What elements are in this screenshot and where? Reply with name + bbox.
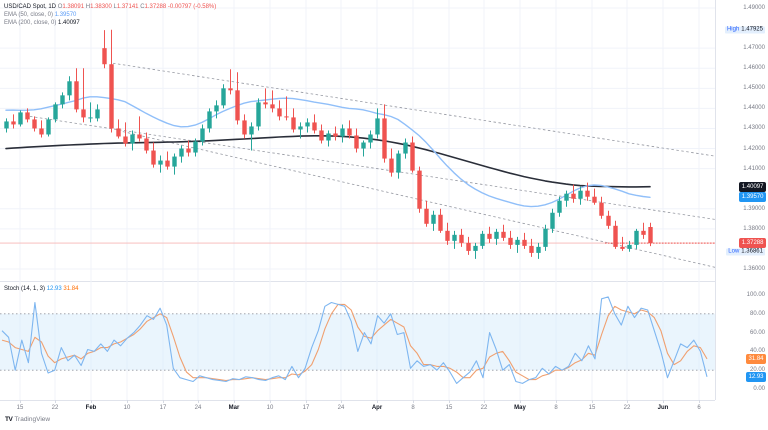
stoch-tick-label: 40.00 [749,348,765,355]
time-tick-mark [592,400,593,403]
time-tick-mark [91,400,92,403]
time-tick-mark [663,400,664,403]
price-tick-label: 1.47000 [743,45,765,52]
time-tick-label: 10 [266,405,274,411]
price-tick-label: 1.38000 [743,225,765,232]
session-high-label: High 1.47925 [724,26,765,34]
price-chart-svg [0,0,715,281]
price-tick-label: 1.42000 [743,145,765,152]
time-tick-mark [556,400,557,403]
time-tick-label: May [514,405,526,411]
time-axis[interactable]: 15 22 Feb 10 17 24 Mar 10 17 24 Apr 8 15 22 May 8 15 22 Ju… [0,400,768,430]
price-axis[interactable]: 1.49000 1.47000 1.46000 1.45000 1.44000 1.430… [715,0,768,281]
price-tick-label: 1.44000 [743,105,765,112]
ema200-price-badge: 1.40097 [739,181,766,192]
time-tick-mark [234,400,235,403]
high-tag-value: 1.47925 [741,26,763,33]
time-tick-label: 8 [411,405,415,411]
session-low-label: Low 1.36861 [726,248,765,256]
time-tick-label: Jun [657,405,669,411]
stoch-axis-divider [715,281,716,400]
time-tick-mark [270,400,271,403]
time-tick-label: 22 [480,405,488,411]
stochastic-plot-area[interactable] [0,281,715,400]
stoch-k-badge: 12.93 [745,371,766,382]
time-tick-mark [699,400,700,403]
time-tick-label: Mar [228,405,240,411]
time-tick-mark [341,400,342,403]
time-tick-label: 22 [51,405,59,411]
time-tick-mark [520,400,521,403]
time-tick-label: Apr [371,405,383,411]
time-tick-mark [163,400,164,403]
tradingview-watermark: TV TradingView [5,416,50,423]
time-axis-line [0,400,715,401]
price-axis-divider [715,0,716,281]
price-tick-label: 1.41000 [743,165,765,172]
price-tick-label: 1.46000 [743,65,765,72]
price-pane[interactable]: 1.49000 1.47000 1.46000 1.45000 1.44000 1.430… [0,0,768,281]
price-tick-label: 1.39000 [743,205,765,212]
time-tick-mark [377,400,378,403]
stoch-tick-label: 0.00 [753,386,765,392]
price-tick-label: 1.36000 [743,265,765,272]
stochastic-pane[interactable]: 100.00 80.00 60.00 40.00 20.00 0.00 31.84 12.93 [0,281,768,400]
time-tick-mark [55,400,56,403]
time-tick-mark [306,400,307,403]
high-tag: High [726,26,740,33]
stoch-tick-label: 100.00 [746,292,765,298]
low-tag: Low [728,248,740,255]
time-tick-label: 10 [123,405,131,411]
time-tick-label: 15 [588,405,596,411]
time-tick-label: 17 [159,405,167,411]
price-tick-label: 1.49000 [743,5,765,12]
stoch-tick-label: 60.00 [749,329,765,336]
time-tick-label: 15 [16,405,24,411]
time-tick-label: Feb [85,405,97,411]
tradingview-name: TradingView [14,416,51,423]
last-price-badge: 1.37288 [739,238,766,249]
price-tick-label: 1.43000 [743,125,765,132]
price-tick-label: 1.45000 [743,85,765,92]
time-tick-label: 24 [194,405,202,411]
price-plot-area[interactable] [0,0,715,281]
low-tag-value: 1.36861 [741,248,763,255]
time-tick-label: 6 [697,405,701,411]
stochastic-chart-svg [0,281,715,400]
stoch-tick-label: 20.00 [749,367,765,374]
stoch-d-badge: 31.84 [745,354,766,365]
time-tick-label: 8 [554,405,558,411]
tradingview-logo-icon: TV [5,416,13,423]
stochastic-axis[interactable]: 100.00 80.00 60.00 40.00 20.00 0.00 31.84 12.93 [715,281,768,400]
time-tick-label: 15 [445,405,453,411]
time-tick-mark [198,400,199,403]
time-tick-mark [627,400,628,403]
time-tick-mark [20,400,21,403]
time-tick-mark [413,400,414,403]
time-tick-label: 24 [337,405,345,411]
pane-divider [0,281,768,282]
time-tick-mark [127,400,128,403]
time-tick-mark [449,400,450,403]
ema50-price-badge: 1.39570 [739,192,766,203]
time-tick-mark [484,400,485,403]
time-tick-label: 17 [302,405,310,411]
stoch-tick-label: 80.00 [749,310,765,317]
time-tick-label: 22 [623,405,631,411]
